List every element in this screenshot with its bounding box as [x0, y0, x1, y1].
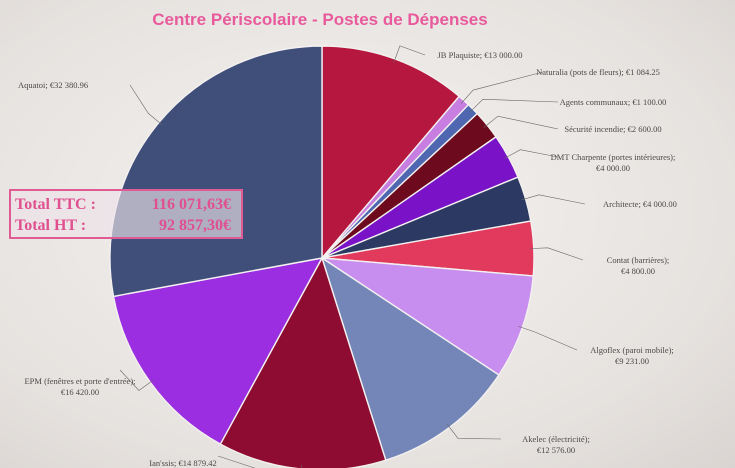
- slice-label-8: Algoflex (paroi mobile); €9 231.00: [590, 345, 674, 366]
- slice-label-4: Sécurité incendie; €2 600.00: [564, 124, 661, 134]
- slice-label-11: EPM (fenêtres et porte d'entrée); €16 420…: [24, 376, 135, 397]
- leader-line-7: [529, 247, 584, 261]
- total-ht-value: 92 857,30€: [159, 217, 231, 234]
- slice-label-3: Agents communaux; €1 100.00: [560, 97, 667, 107]
- leader-line-6: [521, 194, 586, 205]
- leader-line-10: [217, 455, 303, 468]
- slice-label-1: JB Plaquiste; €13 000.00: [437, 50, 522, 60]
- totals-box: Total TTC : 116 071,63€ Total HT : 92 85…: [9, 189, 243, 239]
- leader-line-11: [119, 369, 154, 391]
- leader-line-1: [393, 45, 426, 64]
- leader-line-12: [129, 84, 163, 126]
- pie-slice-12: [109, 45, 323, 298]
- pie-slice-10: [219, 256, 387, 468]
- slice-label-9: Akelec (électricité); €12 576.00: [522, 434, 590, 455]
- total-ttc-label: Total TTC :: [15, 196, 96, 213]
- leader-line-8: [518, 325, 578, 351]
- total-ttc-row: Total TTC : 116 071,63€: [15, 194, 241, 215]
- slice-label-12: Aquatoi; €32 380.96: [18, 80, 88, 90]
- leader-line-5: [504, 149, 559, 159]
- total-ht-row: Total HT : 92 857,30€: [15, 215, 241, 236]
- total-ht-label: Total HT :: [15, 217, 87, 234]
- total-ttc-value: 116 071,63€: [151, 196, 231, 213]
- slice-label-6: Architecte; €4 000.00: [603, 199, 677, 209]
- leader-line-4: [483, 115, 559, 130]
- leader-line-9: [446, 423, 502, 440]
- leader-line-3: [469, 98, 559, 113]
- leader-line-2: [460, 71, 544, 104]
- slice-label-5: DMT Charpente (portes intérieures); €4 00…: [551, 152, 676, 173]
- slice-label-2: Naturalia (pots de fleurs); €1 084.25: [536, 67, 660, 77]
- slice-label-10: Ian'ssis; €14 879.42: [149, 458, 216, 468]
- slice-label-7: Contat (barrières); €4 800.00: [607, 255, 670, 276]
- chart-title: Centre Périscolaire - Postes de Dépenses: [152, 10, 488, 29]
